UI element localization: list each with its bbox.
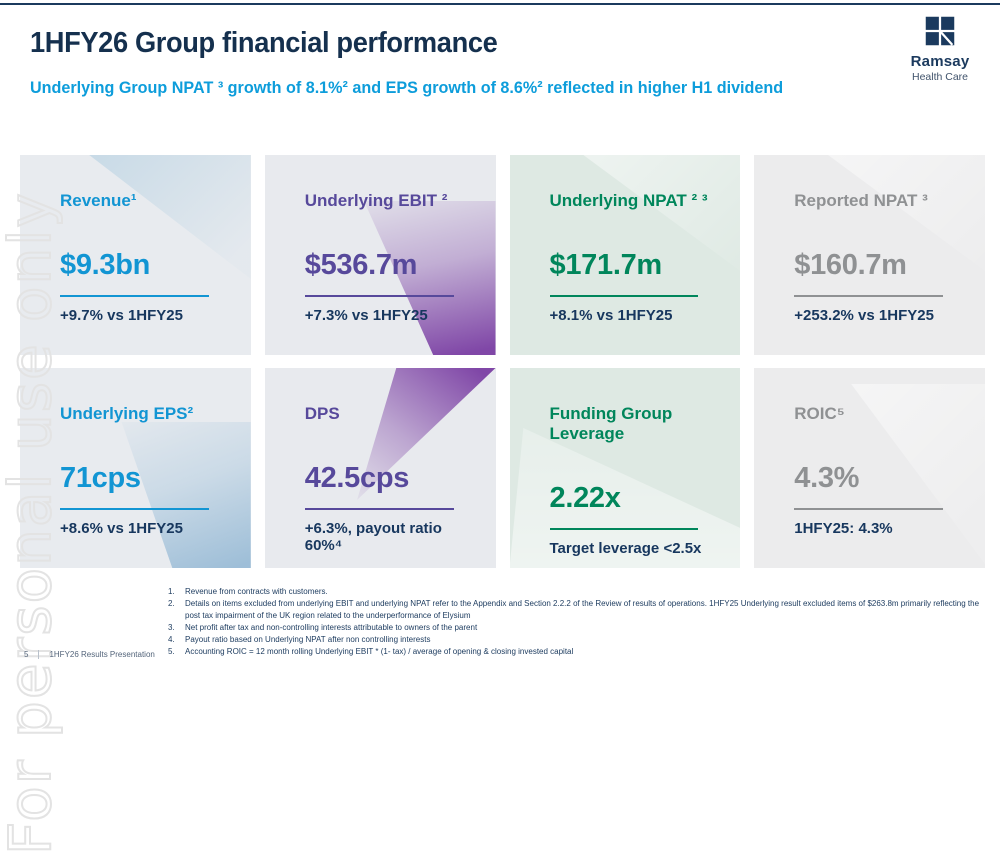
metric-divider <box>304 295 454 297</box>
metric-card-underlying-npat: Underlying NPAT ² ³ $171.7m +8.1% vs 1HF… <box>509 155 741 355</box>
ramsay-logo: Ramsay Health Care <box>902 16 978 83</box>
metric-label: Funding Group Leverage <box>549 404 673 443</box>
footnote-row: 2. Details on items excluded from underl… <box>168 598 990 622</box>
footnote-text: Net profit after tax and non-controlling… <box>185 623 478 632</box>
logo-tagline-text: Health Care <box>911 71 969 83</box>
metric-label: Underlying NPAT ² ³ <box>549 191 708 210</box>
page-number: 5 <box>24 650 29 659</box>
presentation-slide: For personal use only 1HFY26 Group finan… <box>0 3 1000 855</box>
footnote-row: 3. Net profit after tax and non-controll… <box>168 622 990 634</box>
metric-card-revenue: Revenue¹ $9.3bn +9.7% vs 1HFY25 <box>20 155 251 355</box>
metric-divider <box>549 295 699 297</box>
page-subtitle: Underlying Group NPAT ³ growth of 8.1%² … <box>30 78 784 97</box>
metric-card-reported-npat: Reported NPAT ³ $160.7m +253.2% vs 1HFY2… <box>754 155 985 355</box>
footnote-number: 5. <box>168 647 175 656</box>
window-logo-icon <box>925 16 955 51</box>
footnote-number: 3. <box>168 623 175 632</box>
metric-label: Underlying EPS² <box>60 404 194 423</box>
metric-value: 42.5cps <box>304 462 410 494</box>
metric-value: 2.22x <box>549 482 621 514</box>
metric-card-grid: Revenue¹ $9.3bn +9.7% vs 1HFY25 Underlyi… <box>20 155 985 568</box>
metric-card-underlying-ebit: Underlying EBIT ² $536.7m +7.3% vs 1HFY2… <box>264 155 496 355</box>
metric-card-roic: ROIC⁵ 4.3% 1HFY25: 4.3% <box>754 368 985 568</box>
metric-divider <box>794 508 943 510</box>
metric-divider <box>60 508 209 510</box>
slide-footer: 5 1HFY26 Results Presentation <box>24 650 155 659</box>
metric-value: 71cps <box>60 462 141 494</box>
metric-note: +7.3% vs 1HFY25 <box>304 307 428 324</box>
footnote-number: 4. <box>168 635 175 644</box>
metric-note: +253.2% vs 1HFY25 <box>794 307 934 324</box>
footnotes-block: 1. Revenue from contracts with customers… <box>168 586 990 658</box>
metric-value: $160.7m <box>794 249 907 281</box>
footer-separator <box>38 650 40 659</box>
metric-label: ROIC⁵ <box>794 404 845 423</box>
footnote-text: Details on items excluded from underlyin… <box>185 599 980 620</box>
logo-brand-text: Ramsay <box>910 53 970 70</box>
top-border-rule <box>0 3 1000 5</box>
metric-value: $9.3bn <box>60 249 151 281</box>
metric-card-dps: DPS 42.5cps +6.3%, payout ratio 60%⁴ <box>264 368 496 568</box>
metric-label: Revenue¹ <box>60 191 137 210</box>
footnote-row: 4. Payout ratio based on Underlying NPAT… <box>168 634 990 646</box>
metric-label: DPS <box>304 404 340 423</box>
metric-card-underlying-eps: Underlying EPS² 71cps +8.6% vs 1HFY25 <box>20 368 251 568</box>
metric-divider <box>794 295 943 297</box>
metric-note: +8.1% vs 1HFY25 <box>549 307 673 324</box>
page-title: 1HFY26 Group financial performance <box>30 27 498 59</box>
metric-value: $536.7m <box>304 249 418 281</box>
metric-divider <box>304 508 454 510</box>
metric-value: $171.7m <box>549 249 663 281</box>
footnote-row: 5. Accounting ROIC = 12 month rolling Un… <box>168 646 990 658</box>
footnote-number: 2. <box>168 599 175 608</box>
metric-note: +9.7% vs 1HFY25 <box>60 307 183 324</box>
metric-value: 4.3% <box>794 462 860 494</box>
metric-note: +6.3%, payout ratio 60%⁴ <box>304 520 442 554</box>
metric-card-funding-leverage: Funding Group Leverage 2.22x Target leve… <box>509 368 741 568</box>
metric-note: 1HFY25: 4.3% <box>794 520 893 537</box>
metric-note: Target leverage <2.5x <box>549 540 702 557</box>
footnote-text: Revenue from contracts with customers. <box>185 587 328 596</box>
metric-divider <box>60 295 209 297</box>
metric-label: Reported NPAT ³ <box>794 191 928 210</box>
footnote-number: 1. <box>168 587 175 596</box>
metric-divider <box>549 528 699 530</box>
metric-label: Underlying EBIT ² <box>304 191 448 210</box>
footnote-row: 1. Revenue from contracts with customers… <box>168 586 990 598</box>
footnote-text: Accounting ROIC = 12 month rolling Under… <box>185 647 574 656</box>
footnote-text: Payout ratio based on Underlying NPAT af… <box>185 635 431 644</box>
card-accent-wedge <box>509 428 741 568</box>
metric-note: +8.6% vs 1HFY25 <box>60 520 183 537</box>
footer-label: 1HFY26 Results Presentation <box>49 650 155 659</box>
